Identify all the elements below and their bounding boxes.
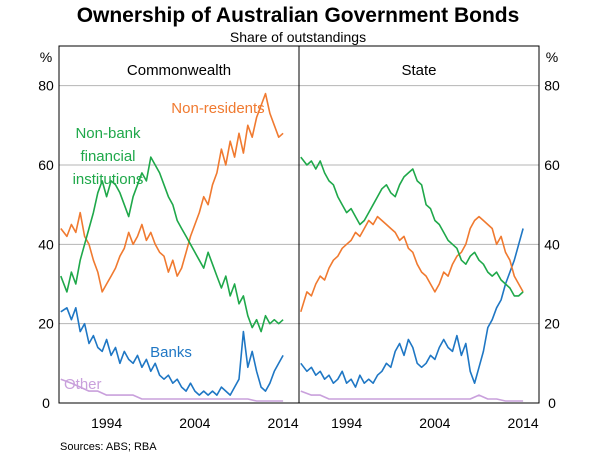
panel-title-state: State <box>401 62 436 79</box>
y-unit-right: % <box>546 49 558 65</box>
series-line-banks-commonwealth <box>60 306 284 396</box>
series-label-non-bank-financial-institutions: financial <box>80 148 135 165</box>
y-tick-label-right: 40 <box>544 236 560 252</box>
panel-title-commonwealth: Commonwealth <box>127 62 231 79</box>
y-tick-label-right: 60 <box>544 157 560 173</box>
x-tick-label: 1994 <box>91 415 122 431</box>
series-line-non-residents-commonwealth <box>60 92 284 293</box>
series-label-non-bank-financial-institutions: Non-bank <box>75 125 141 142</box>
series-line-non-residents-state <box>300 215 524 313</box>
chart-title: Ownership of Australian Government Bonds <box>77 4 520 27</box>
series-labels: Non-residents Non-bank financial institutio… <box>64 100 265 393</box>
y-tick-label-right: 80 <box>544 78 560 94</box>
x-tick-label: 1994 <box>331 415 362 431</box>
plot-lines <box>60 92 524 402</box>
series-line-banks-state <box>300 228 524 388</box>
series-line-non-bank-financial-institutions-state <box>300 156 524 297</box>
series-line-other-state <box>300 390 524 402</box>
tick-labels: 0 0 20 20 40 40 60 60 80 80 1994 2004 2014 1994 2004 20… <box>38 78 560 431</box>
series-label-non-bank-financial-institutions: institutions <box>73 171 144 188</box>
y-tick-label-left: 80 <box>38 78 54 94</box>
x-tick-label: 2004 <box>179 415 210 431</box>
y-tick-label-right: 20 <box>544 316 560 332</box>
x-tick-label: 2014 <box>508 415 539 431</box>
series-label-other: Other <box>64 376 102 393</box>
y-tick-label-right: 0 <box>548 395 556 411</box>
series-line-other-commonwealth <box>60 378 284 402</box>
y-tick-label-left: 60 <box>38 157 54 173</box>
chart-subtitle: Share of outstandings <box>230 29 366 45</box>
y-unit-left: % <box>40 49 52 65</box>
x-tick-label: 2004 <box>419 415 450 431</box>
series-line-non-bank-financial-institutions-commonwealth <box>60 156 284 333</box>
source-note: Sources: ABS; RBA <box>60 441 157 453</box>
series-label-banks: Banks <box>150 344 192 361</box>
y-tick-label-left: 0 <box>42 395 50 411</box>
y-tick-label-left: 20 <box>38 316 54 332</box>
series-label-non-residents: Non-residents <box>171 100 264 117</box>
y-tick-label-left: 40 <box>38 236 54 252</box>
x-tick-label: 2014 <box>268 415 299 431</box>
